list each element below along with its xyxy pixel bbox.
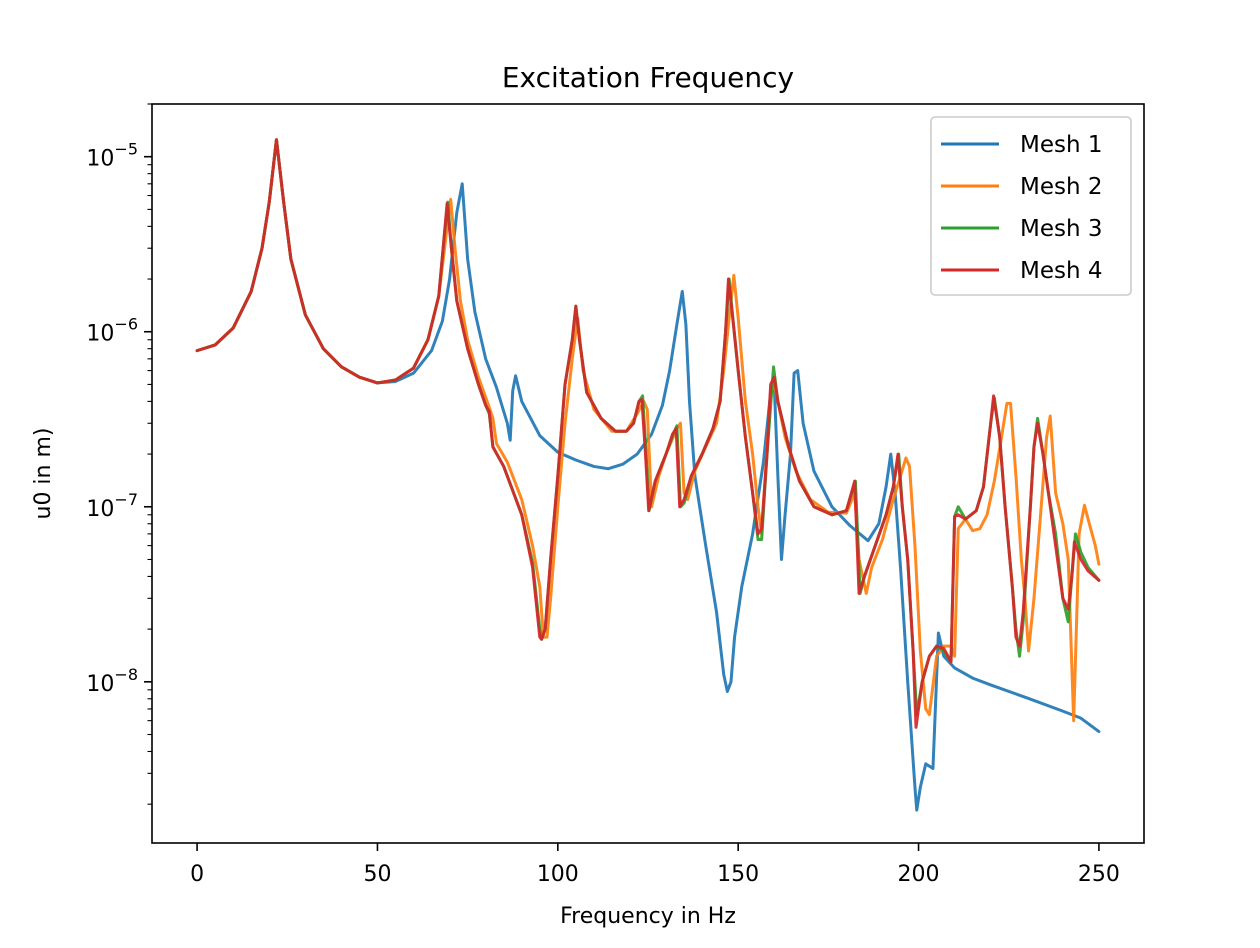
y-tick-label: 10−8 (86, 665, 138, 697)
series-line-mesh-2 (195, 138, 1101, 723)
legend: Mesh 1 Mesh 2 Mesh 3 Mesh 4 (930, 116, 1132, 296)
series-line-mesh-4 (195, 138, 1101, 729)
series-line-mesh-1 (195, 138, 1101, 812)
x-tick-label: 200 (898, 862, 940, 887)
y-axis-label: u0 in m) (31, 428, 56, 520)
y-axis: 10−8 10−7 10−6 10−5 (86, 103, 152, 805)
legend-label-mesh-4: Mesh 4 (1020, 258, 1103, 284)
y-tick-label: 10−6 (86, 315, 138, 347)
x-axis: 0 50 100 150 200 250 (190, 843, 1120, 887)
legend-box (930, 116, 1132, 296)
x-axis-label: Frequency in Hz (560, 904, 736, 929)
y-tick-label: 10−7 (86, 490, 138, 522)
x-tick-label: 150 (717, 862, 759, 887)
legend-label-mesh-3: Mesh 3 (1020, 216, 1103, 242)
x-tick-label: 100 (537, 862, 579, 887)
x-tick-label: 50 (363, 862, 391, 887)
x-tick-label: 250 (1078, 862, 1120, 887)
legend-label-mesh-1: Mesh 1 (1020, 132, 1103, 158)
x-tick-label: 0 (190, 862, 204, 887)
chart-title: Excitation Frequency (502, 61, 794, 94)
plot-frame (151, 103, 1145, 844)
legend-label-mesh-2: Mesh 2 (1020, 174, 1103, 200)
y-tick-label: 10−5 (86, 140, 138, 172)
series-layer (195, 138, 1101, 812)
